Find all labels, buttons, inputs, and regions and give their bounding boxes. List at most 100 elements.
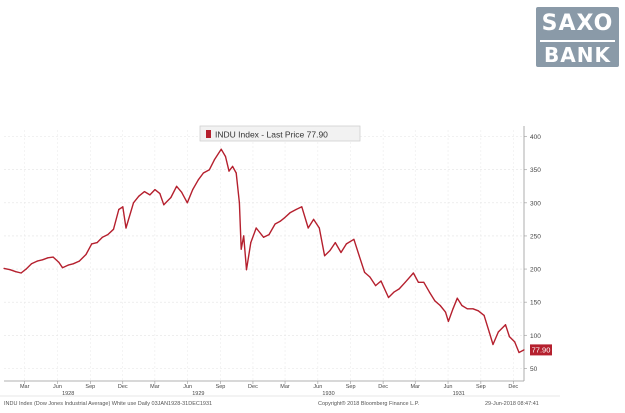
data-point (514, 341, 516, 343)
data-point (380, 280, 382, 282)
data-point (143, 191, 146, 193)
data-point (181, 191, 183, 193)
legend-label: INDU Index - Last Price 77.90 (215, 130, 328, 140)
data-point (353, 238, 355, 240)
data-point (434, 300, 436, 302)
y-tick-label: 50 (530, 366, 538, 373)
data-point (345, 243, 347, 245)
data-point (518, 351, 520, 354)
y-tick-label: 250 (530, 233, 541, 240)
data-point (78, 260, 80, 262)
data-point (202, 172, 204, 174)
last-price-label: 77.90 (532, 345, 551, 354)
data-point (274, 223, 276, 225)
data-point (138, 195, 140, 197)
data-point (492, 343, 494, 346)
data-point (149, 194, 151, 196)
data-point (208, 169, 210, 171)
data-point (132, 202, 135, 204)
data-point (30, 263, 33, 265)
x-tick-label: Dec (118, 384, 128, 390)
y-tick-label: 150 (530, 300, 541, 307)
saxo-bank-logo: SAXO BANK (536, 7, 619, 67)
data-point (243, 235, 245, 237)
data-point (3, 267, 5, 269)
logo-divider (540, 40, 615, 42)
data-point (289, 212, 291, 214)
data-point (334, 242, 336, 244)
y-tick-label: 400 (530, 134, 541, 141)
data-point (398, 288, 400, 290)
x-tick-label: Dec (508, 384, 518, 390)
data-point (412, 272, 414, 274)
data-point (472, 308, 474, 310)
data-point (387, 296, 390, 299)
data-point (170, 196, 172, 199)
last-price-tag: 77.90 (530, 344, 552, 356)
footer-timestamp: 29-Jun-2018 08:47:41 (485, 401, 539, 407)
data-point (176, 185, 178, 187)
chart-panel: 50 100 150 200 250 300 350 400 Mar Jun Sep Dec Mar J… (0, 120, 560, 408)
data-point (504, 324, 507, 326)
x-tick-label: Jun (183, 384, 192, 390)
data-point (523, 349, 525, 351)
data-point (456, 297, 458, 299)
x-year-label: 1931 (453, 391, 465, 397)
data-point (15, 271, 17, 273)
data-point (329, 249, 331, 252)
x-tick-label: Mar (150, 384, 160, 390)
data-point (163, 204, 165, 206)
y-tick-label: 200 (530, 267, 541, 274)
data-point (461, 304, 463, 307)
series-layer (3, 148, 525, 354)
footer-source: INDU Index (Dow Jones Industrial Average… (4, 401, 212, 407)
data-point (228, 170, 230, 172)
data-point (232, 165, 234, 167)
data-point (96, 242, 98, 244)
data-point (423, 281, 425, 283)
data-point (497, 331, 499, 333)
data-point (313, 218, 315, 220)
x-tick-label: Sep (85, 384, 95, 390)
data-point (192, 189, 194, 191)
logo-text-saxo: SAXO (541, 11, 614, 36)
x-tick-label: Dec (378, 384, 388, 390)
last-price-tag-box (530, 344, 552, 356)
y-tick-label: 100 (530, 333, 541, 340)
footer-copyright: Copyright® 2018 Bloomberg Finance L.P. (318, 400, 420, 407)
data-point (20, 272, 22, 274)
data-point (295, 208, 297, 211)
legend-box (199, 125, 361, 142)
chart-grid (4, 130, 524, 381)
data-point (101, 236, 103, 238)
data-point (279, 220, 281, 222)
data-point (238, 202, 240, 204)
x-tick-label: Dec (248, 384, 258, 390)
data-point (107, 234, 109, 236)
data-point (404, 281, 406, 283)
x-tick-label: Mar (280, 384, 290, 390)
price-chart: 50 100 150 200 250 300 350 400 Mar Jun Sep Dec Mar J… (0, 125, 560, 407)
y-tick-label: 350 (530, 167, 541, 174)
data-point (447, 320, 449, 322)
data-point (452, 308, 454, 310)
data-point (224, 155, 227, 158)
data-point (125, 227, 127, 229)
data-point (508, 336, 510, 338)
x-tick-label: Sep (216, 384, 226, 390)
data-point (417, 281, 419, 283)
data-point (301, 206, 303, 208)
data-point (364, 271, 366, 273)
data-point (112, 228, 115, 230)
data-point (488, 332, 490, 334)
data-point (477, 310, 479, 312)
data-point (25, 268, 27, 270)
data-point (307, 227, 309, 229)
data-point (197, 179, 199, 181)
data-point (245, 269, 248, 271)
data-point (85, 253, 87, 256)
data-point (255, 227, 257, 229)
data-point (159, 193, 161, 195)
data-point (67, 264, 69, 266)
data-point (466, 308, 468, 310)
